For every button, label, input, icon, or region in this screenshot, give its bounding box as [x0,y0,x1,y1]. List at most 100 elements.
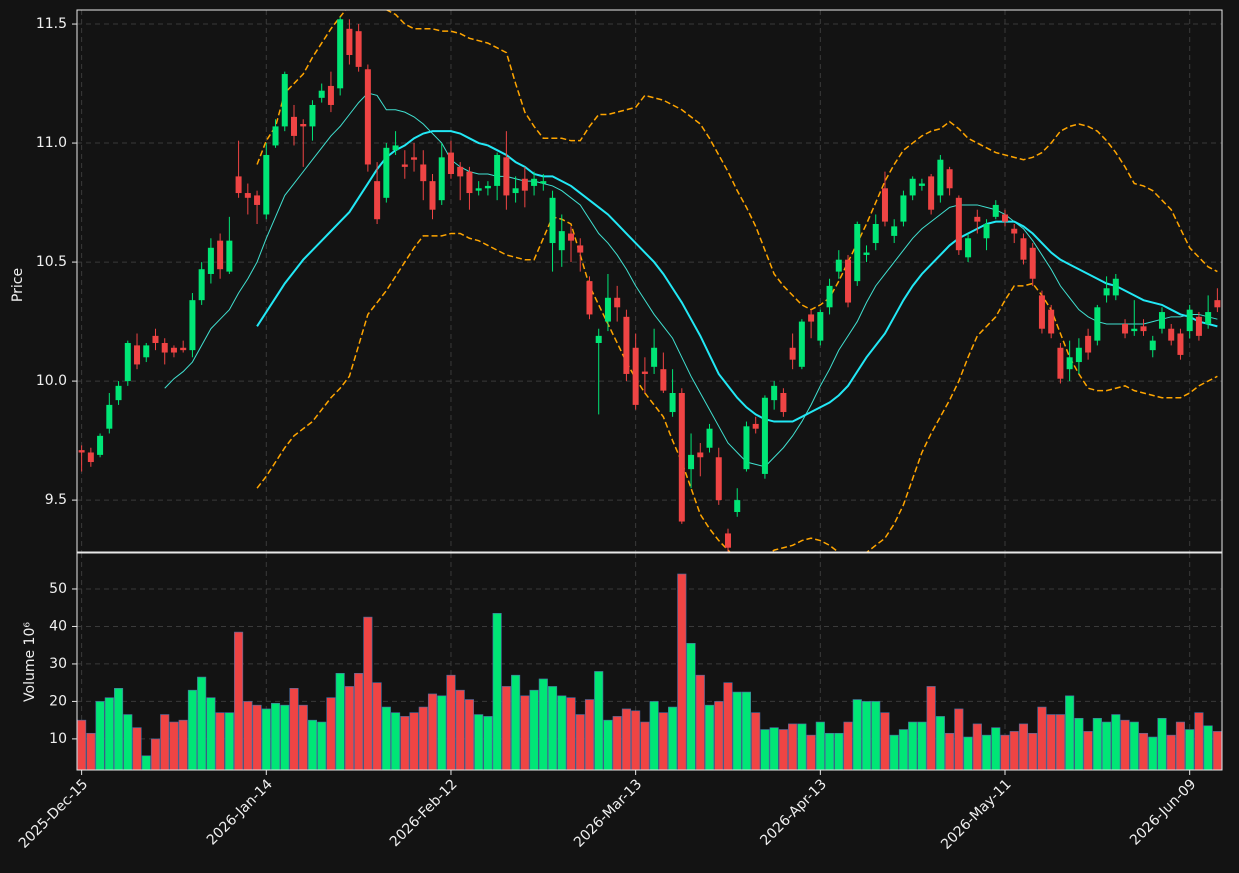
candle-body [1057,347,1064,379]
candle-body [494,154,501,186]
volume-bar [289,687,299,771]
candle-body [540,181,547,184]
candle-body [1075,347,1082,363]
volume-bar [1194,712,1204,771]
volume-bar [252,704,262,771]
candle-body [1002,214,1009,222]
volume-bar [566,697,576,771]
volume-bar [963,736,973,771]
volume-bar [972,723,982,771]
volume-bar [760,729,770,771]
volume-bar [547,686,558,771]
candle-body [503,157,510,196]
y-tick-label: 10.5 [36,254,67,270]
volume-bar [1083,731,1093,771]
candle-body [189,300,196,351]
volume-bar [926,686,936,771]
candle-body [457,166,464,177]
candle-body [1020,238,1027,260]
volume-bar [917,721,927,771]
candle-body [586,281,593,315]
candle-body [254,195,261,205]
volume-bar [1065,695,1075,771]
volume-bar [686,643,696,771]
volume-bar [714,701,724,771]
candle-body [438,157,445,201]
volume-bar [695,674,705,771]
candle-body [632,347,639,405]
candle-body [290,116,297,136]
volume-bar [649,701,659,771]
candle-body [826,285,833,308]
candle-body [678,392,685,522]
candle-body [97,435,104,455]
volume-bar [1037,706,1047,771]
volume-bars [77,573,1222,771]
candle-body [992,204,999,217]
volume-frame [76,552,1223,771]
candle-body [780,392,787,413]
volume-bar [372,682,382,771]
candle-body [1149,340,1156,351]
volume-bar [843,721,853,771]
volume-bar [806,734,816,771]
y-tick-label: 10 [49,731,67,747]
candle-body [558,231,565,251]
candle-body [623,316,630,374]
candle-body [761,397,768,474]
candle-body [1094,307,1101,341]
volume-bar [1120,719,1130,771]
volume-bar [834,732,844,771]
volume-bar [483,716,493,771]
volume-bar [123,714,133,771]
candle-body [355,31,362,67]
volume-bar [492,613,502,771]
candle-body [392,145,399,151]
candle-body [798,321,805,367]
candle-body [734,500,741,513]
candle-body [724,533,731,548]
volume-bar [954,708,964,771]
candle-body [1158,312,1165,329]
volume-bar [391,712,401,771]
volume-bar [825,732,835,771]
candle-body [420,164,427,182]
volume-bar [1102,721,1112,771]
volume-bar [437,695,447,771]
candle-body [808,314,815,322]
volume-bar [520,695,530,771]
volume-bar [1009,731,1019,771]
volume-bar [427,693,438,771]
candle-body [374,181,381,220]
volume-bar [732,691,742,771]
candle-body [207,247,214,274]
candle-body [244,193,251,198]
candle-body [447,152,454,175]
volume-bar [1185,729,1195,771]
candle-body [411,157,418,160]
volume-bar [132,727,142,771]
volume-bar [751,712,761,771]
y-axis-label: Price [10,268,26,302]
volume-bar [538,678,548,771]
volume-bar [603,719,613,771]
volume-bar [511,674,521,771]
volume-bar [723,682,733,771]
y-tick-label: 40 [49,618,67,634]
volume-bar [1212,731,1222,771]
candle-body [124,343,131,382]
volume-bar [418,706,428,771]
volume-bar [704,704,715,771]
candle-body [715,457,722,501]
candle-body [401,164,408,167]
volume-bar [788,723,798,771]
candle-body [1214,300,1221,308]
volume-bar [381,706,391,771]
candle-body [263,154,270,215]
volume-bar [178,719,188,771]
candle-body [318,90,325,98]
volume-bar [409,712,419,771]
candle-body [466,171,473,194]
volume-bar [400,716,410,771]
